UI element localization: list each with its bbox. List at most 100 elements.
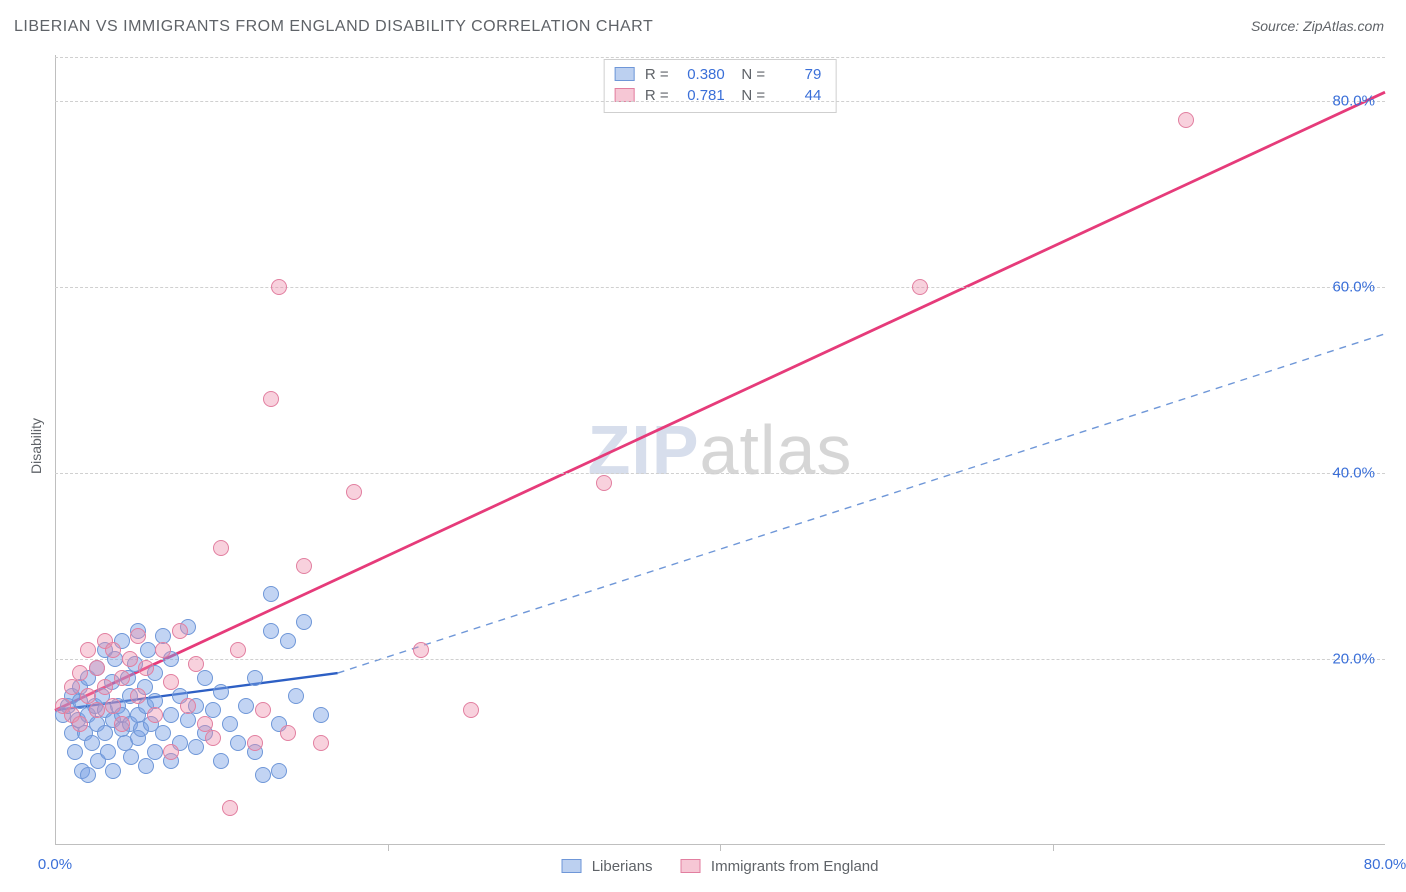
data-point	[72, 665, 88, 681]
data-point	[313, 707, 329, 723]
legend-swatch-0	[562, 859, 582, 873]
data-point	[213, 753, 229, 769]
data-point	[263, 391, 279, 407]
data-point	[105, 698, 121, 714]
y-tick-label: 60.0%	[1332, 279, 1375, 296]
data-point	[188, 656, 204, 672]
data-point	[138, 758, 154, 774]
bottom-legend: Liberians Immigrants from England	[550, 858, 891, 875]
trend-line	[55, 92, 1385, 710]
trend-lines-layer	[55, 55, 1385, 845]
data-point	[222, 800, 238, 816]
gridline-h	[55, 57, 1385, 58]
data-point	[180, 712, 196, 728]
data-point	[596, 475, 612, 491]
legend-swatch-1	[681, 859, 701, 873]
stats-legend-box: R = 0.380 N = 79 R = 0.781 N = 44	[604, 59, 837, 113]
data-point	[80, 642, 96, 658]
data-point	[197, 670, 213, 686]
data-point	[67, 744, 83, 760]
data-point	[97, 679, 113, 695]
gridline-h	[55, 473, 1385, 474]
gridline-h	[55, 659, 1385, 660]
r-label: R =	[645, 66, 669, 83]
trend-line	[338, 334, 1385, 673]
data-point	[255, 767, 271, 783]
data-point	[230, 642, 246, 658]
y-tick-label: 20.0%	[1332, 651, 1375, 668]
data-point	[912, 279, 928, 295]
stats-row-series-0: R = 0.380 N = 79	[615, 64, 822, 85]
data-point	[280, 633, 296, 649]
r-value-1: 0.781	[673, 85, 725, 106]
data-point	[288, 688, 304, 704]
data-point	[213, 684, 229, 700]
data-point	[413, 642, 429, 658]
data-point	[140, 642, 156, 658]
y-axis-label: Disability	[28, 418, 44, 474]
data-point	[463, 702, 479, 718]
data-point	[255, 702, 271, 718]
r-value-0: 0.380	[673, 64, 725, 85]
data-point	[147, 707, 163, 723]
y-tick-label: 80.0%	[1332, 93, 1375, 110]
data-point	[80, 767, 96, 783]
data-point	[222, 716, 238, 732]
data-point	[180, 698, 196, 714]
data-point	[100, 744, 116, 760]
data-point	[155, 725, 171, 741]
swatch-series-1	[615, 88, 635, 102]
data-point	[89, 702, 105, 718]
data-point	[105, 642, 121, 658]
legend-item-1: Immigrants from England	[681, 858, 879, 875]
data-point	[205, 730, 221, 746]
data-point	[64, 679, 80, 695]
data-point	[280, 725, 296, 741]
x-tick-mark	[720, 845, 721, 851]
data-point	[296, 614, 312, 630]
data-point	[271, 279, 287, 295]
data-point	[105, 763, 121, 779]
chart-title: LIBERIAN VS IMMIGRANTS FROM ENGLAND DISA…	[14, 18, 653, 36]
data-point	[163, 674, 179, 690]
legend-item-0: Liberians	[562, 858, 657, 875]
data-point	[155, 642, 171, 658]
x-tick-mark	[1053, 845, 1054, 851]
data-point	[114, 670, 130, 686]
source-attribution: Source: ZipAtlas.com	[1251, 18, 1384, 34]
data-point	[163, 707, 179, 723]
data-point	[172, 623, 188, 639]
data-point	[122, 651, 138, 667]
x-tick-label: 0.0%	[38, 856, 72, 873]
data-point	[114, 716, 130, 732]
data-point	[247, 735, 263, 751]
n-value-0: 79	[769, 64, 821, 85]
y-tick-label: 40.0%	[1332, 465, 1375, 482]
data-point	[89, 660, 105, 676]
swatch-series-0	[615, 67, 635, 81]
data-point	[147, 744, 163, 760]
data-point	[313, 735, 329, 751]
data-point	[346, 484, 362, 500]
data-point	[163, 744, 179, 760]
data-point	[230, 735, 246, 751]
n-value-1: 44	[769, 85, 821, 106]
chart-plot-area: ZIPatlas R = 0.380 N = 79 R = 0.781 N = …	[55, 55, 1385, 845]
data-point	[1178, 112, 1194, 128]
data-point	[296, 558, 312, 574]
legend-label-0: Liberians	[592, 858, 653, 875]
data-point	[130, 628, 146, 644]
data-point	[97, 725, 113, 741]
gridline-h	[55, 287, 1385, 288]
data-point	[263, 586, 279, 602]
x-tick-mark	[388, 845, 389, 851]
data-point	[271, 763, 287, 779]
data-point	[238, 698, 254, 714]
gridline-h	[55, 101, 1385, 102]
data-point	[247, 670, 263, 686]
data-point	[130, 688, 146, 704]
data-point	[263, 623, 279, 639]
source-name: ZipAtlas.com	[1303, 18, 1384, 34]
legend-label-1: Immigrants from England	[711, 858, 879, 875]
n-label: N =	[741, 66, 765, 83]
